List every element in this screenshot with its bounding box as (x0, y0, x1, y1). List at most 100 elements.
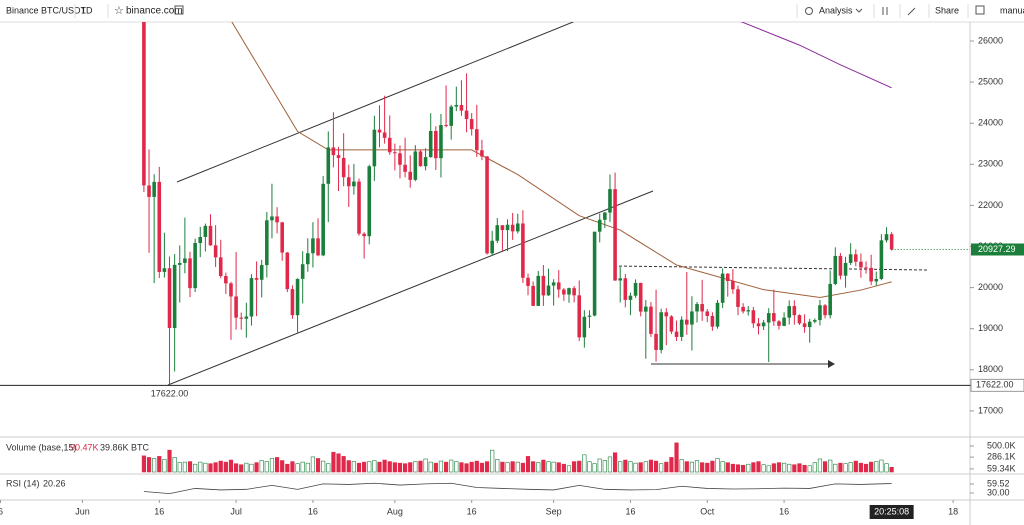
volume-bar (423, 458, 428, 473)
x-tick-label: Aug (387, 506, 403, 516)
volume-bar (397, 462, 403, 473)
volume-tick-label: 286.1K (987, 451, 1016, 461)
candle-body (480, 150, 484, 157)
candle-body (213, 245, 218, 258)
volume-bar (167, 449, 172, 473)
volume-bar (694, 460, 700, 473)
candle-body (306, 253, 310, 265)
candle-body (828, 283, 832, 316)
candle-body (823, 305, 827, 316)
volume-bar (428, 461, 433, 473)
eye-icon[interactable] (805, 7, 813, 15)
star-icon[interactable]: ☆ (114, 5, 124, 17)
volume-bar (162, 459, 167, 473)
external-icon[interactable] (174, 5, 184, 15)
candle-body (188, 258, 192, 289)
x-tick-label: Oct (700, 506, 715, 516)
volume-bar (187, 461, 193, 473)
indicator-icon[interactable] (882, 7, 888, 15)
candle-body (398, 153, 402, 165)
candle-body (444, 125, 448, 127)
interval[interactable]: 1D (81, 5, 93, 15)
volume-bar (387, 461, 392, 473)
volume-bar (746, 463, 751, 473)
volume-bar (408, 462, 413, 473)
volume-bar (628, 461, 633, 473)
dropdown-icon[interactable] (855, 8, 863, 13)
x-tick-label: 16 (154, 506, 164, 516)
candle-body (756, 323, 761, 327)
volume-bar (228, 459, 234, 473)
volume-bar (623, 459, 628, 473)
candle-body (464, 110, 469, 120)
volume-bar (254, 462, 259, 473)
candle-body (270, 216, 274, 221)
candle-body (623, 278, 628, 300)
volume-bar (781, 462, 787, 473)
source[interactable]: binance.com (126, 6, 183, 17)
candle-body (177, 262, 182, 265)
mode[interactable]: manual (1000, 5, 1024, 15)
candle-body (715, 302, 720, 327)
volume-bar (592, 463, 597, 473)
volume-bar (239, 464, 244, 473)
candle-body (628, 295, 633, 300)
candle-body (454, 105, 459, 107)
volume-bar (889, 466, 894, 473)
candle-body (674, 331, 679, 337)
volume-bar (459, 462, 464, 473)
x-tick-label: Sep (546, 506, 562, 516)
candle-body (772, 313, 776, 322)
draw-icon[interactable] (907, 7, 916, 16)
share-button[interactable]: Share (935, 5, 959, 15)
volume-bar (689, 461, 694, 473)
volume-bar (812, 462, 817, 473)
volume-bar (838, 462, 843, 473)
rsi-tick-label: 59.52 (987, 478, 1010, 488)
candle-body (311, 238, 315, 254)
candle-body (848, 254, 853, 263)
candle-body (802, 323, 807, 328)
volume-bar (551, 461, 556, 473)
volume-bar (771, 463, 776, 473)
candle-body (316, 238, 320, 256)
candle-body (280, 222, 284, 253)
candle-body (720, 273, 725, 303)
candle-body (352, 181, 356, 187)
volume-bar (331, 451, 336, 473)
candle-body (346, 177, 351, 187)
candle-body (475, 129, 479, 151)
y-tick-label: 18000 (978, 364, 1003, 374)
volume-bar (556, 462, 561, 473)
toolbar (0, 0, 1024, 22)
candle-body (664, 312, 669, 317)
candle-body (336, 155, 341, 158)
analysis-button[interactable]: Analysis (819, 5, 853, 15)
moving-average (740, 22, 892, 89)
symbol[interactable]: Binance BTC/USDT (6, 5, 87, 15)
volume-bar (730, 463, 735, 473)
volume-bar (566, 465, 572, 473)
candle-body (567, 288, 571, 295)
volume-bar (418, 460, 423, 473)
volume-bar (234, 463, 239, 473)
volume-bar (321, 460, 326, 473)
candle-body (884, 234, 889, 241)
volume-bar (146, 457, 152, 473)
candle-body (157, 181, 162, 272)
volume-ma: 39.86K BTC (100, 442, 150, 452)
candle-body (254, 278, 259, 280)
y-tick-label: 22000 (978, 200, 1003, 210)
volume-bar (362, 461, 367, 473)
candle-body (659, 312, 663, 350)
candle-body (249, 278, 254, 317)
candle-body (751, 310, 756, 324)
volume-title: Volume (base,15) (6, 442, 77, 452)
volume-bar (310, 456, 316, 473)
volume-bar (546, 461, 551, 473)
candle-body (434, 131, 438, 159)
fullscreen-icon[interactable] (975, 5, 985, 15)
volume-bar (756, 461, 761, 473)
volume-bar (536, 462, 541, 473)
